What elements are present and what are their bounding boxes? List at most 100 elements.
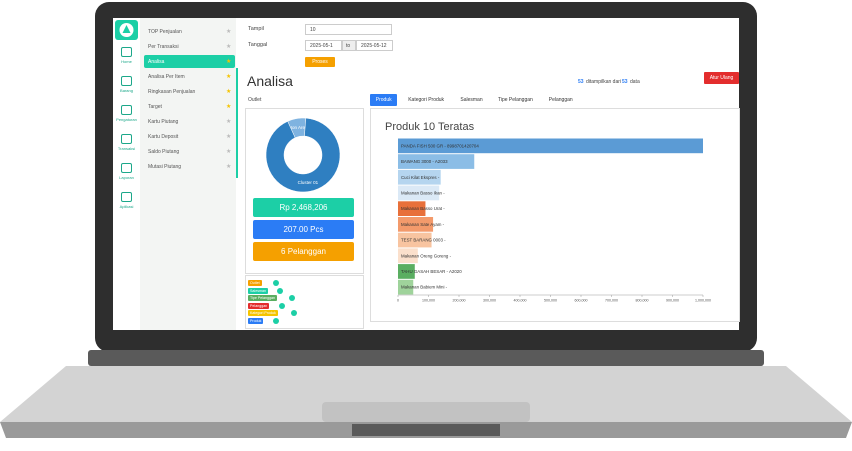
x-tick-label: 0 — [397, 299, 399, 303]
filter-toggle — [279, 302, 286, 309]
bar-label: Cuci Kilat Ekspres - — [401, 175, 440, 180]
bar — [398, 185, 440, 201]
x-tick-label: 300,000 — [483, 299, 496, 303]
x-tick-label: 700,000 — [605, 299, 618, 303]
x-tick-label: 600,000 — [575, 299, 588, 303]
label: Tampil — [248, 26, 264, 32]
menu-scroll — [236, 68, 238, 178]
bar-label: Makanan Sate Ayam - — [401, 222, 445, 227]
chart-title: Produk 10 Teratas — [385, 121, 475, 133]
bar-label: Makanan Oreng Goreng - — [401, 253, 452, 258]
menu-star: ★ — [226, 59, 232, 65]
nav-icon[interactable] — [121, 47, 132, 57]
bar — [398, 264, 415, 279]
logo-icon — [119, 23, 134, 37]
bar — [398, 248, 418, 264]
bar — [398, 232, 432, 248]
x-tick-label: 1,000,000 — [695, 299, 711, 303]
menu-item[interactable]: Kartu Piutang — [148, 119, 179, 125]
select-input[interactable]: 10 — [305, 24, 392, 35]
filter-tag: Tipe Pelanggan — [248, 295, 278, 301]
menu-star: ★ — [226, 164, 232, 170]
x-tick-label: 900,000 — [666, 299, 679, 303]
trackpad — [322, 402, 530, 422]
bar-label: Makanan Basso Ikan - — [401, 190, 445, 195]
nav-icon[interactable] — [121, 105, 132, 115]
bar-label: TAHU GASAH BESAR - A2020 — [401, 269, 462, 274]
bar — [398, 169, 441, 185]
menu-star: ★ — [226, 104, 232, 110]
nav-label[interactable]: Transaksi — [117, 146, 136, 151]
section-label: Outlet — [248, 97, 262, 103]
menu-item[interactable]: Kartu Deposit — [148, 134, 179, 140]
x-tick-label: 100,000 — [422, 299, 435, 303]
filter-tag: Outlet — [248, 280, 262, 286]
nav-icon[interactable] — [121, 76, 132, 86]
menu-item[interactable]: TOP Penjualan — [148, 29, 182, 35]
x-tick-label: 200,000 — [453, 299, 466, 303]
date-input[interactable]: 2025-05-1 — [305, 40, 342, 51]
tab[interactable]: Produk — [370, 94, 398, 106]
reset-button[interactable]: Atur Ulang — [704, 72, 739, 84]
tab[interactable]: Salesman — [460, 97, 483, 103]
nav-label[interactable]: Home — [121, 59, 132, 64]
count-unit: data — [630, 79, 640, 85]
count-text: ditampilkan dari — [586, 79, 622, 85]
filter-toggle — [273, 280, 280, 286]
menu-item[interactable]: Analisa — [148, 59, 165, 65]
nav-label[interactable]: Laporan — [119, 175, 134, 180]
summary-card: 207.00 Pcs — [253, 220, 354, 239]
menu-star: ★ — [226, 44, 232, 50]
menu-item[interactable]: Analisa Per Item — [148, 74, 185, 80]
tab[interactable]: Tipe Pelanggan — [497, 97, 533, 103]
nav-icon[interactable] — [121, 192, 132, 202]
process-button[interactable]: Proses — [305, 57, 335, 67]
page-title: Analisa — [247, 73, 293, 89]
nav-label[interactable]: Barang — [120, 88, 133, 93]
summary-card: 6 Pelanggan — [253, 242, 354, 261]
filter-tag: Produk — [248, 317, 264, 324]
filter-toggle — [288, 295, 295, 301]
filter-tag: Kategori Produk — [248, 310, 278, 316]
menu-item[interactable]: Mutasi Piutang — [148, 164, 182, 170]
count-total: 53 — [622, 79, 628, 85]
bar-label: Makanan Babiem Mini - — [401, 285, 448, 290]
filter-toggle — [277, 287, 284, 294]
menu-star: ★ — [226, 89, 232, 95]
bar-label: TEST BARANG 0003 - — [401, 238, 446, 243]
logo — [115, 20, 138, 40]
nav-icon[interactable] — [121, 163, 132, 173]
donut-slice — [265, 117, 341, 193]
tab[interactable]: Kategori Produk — [408, 97, 445, 103]
menu-star: ★ — [226, 29, 232, 35]
date-sep: to — [342, 40, 356, 51]
menu-item[interactable]: Ringkasan Penjualan — [148, 89, 196, 95]
menu-item[interactable]: Target — [148, 104, 162, 110]
date-input[interactable]: 2025-05-12 — [356, 40, 393, 51]
x-tick-label: 500,000 — [544, 299, 557, 303]
menu-panel — [140, 18, 236, 330]
bar-label: BAWANG 3000 - A2033 — [401, 159, 448, 164]
menu-star: ★ — [226, 119, 232, 125]
bar — [398, 138, 703, 154]
bar — [398, 217, 434, 232]
menu-star: ★ — [226, 149, 232, 155]
bar-label: Makanan Basso Urat - — [401, 206, 445, 211]
label: Tanggal — [248, 42, 268, 48]
nav-icon[interactable] — [121, 134, 132, 144]
x-tick-label: 800,000 — [636, 299, 649, 303]
nav-label[interactable]: Pengaturan — [116, 117, 137, 122]
menu-item[interactable]: Per Transaksi — [148, 44, 179, 50]
tab[interactable]: Pelanggan — [548, 97, 573, 103]
menu-item[interactable]: Saldo Piutang — [148, 149, 180, 155]
count-shown: 53 — [578, 79, 584, 85]
menu-star: ★ — [226, 134, 232, 140]
nav-label[interactable]: Aplikasi — [119, 204, 134, 209]
filter-toggle — [273, 317, 280, 324]
bar-label: PANDA FISH 500 GR - 8998701420704 — [401, 143, 479, 148]
summary-card: Rp 2,468,206 — [253, 198, 354, 217]
menu-star: ★ — [226, 74, 232, 80]
donut-label: Non Area — [289, 125, 308, 130]
